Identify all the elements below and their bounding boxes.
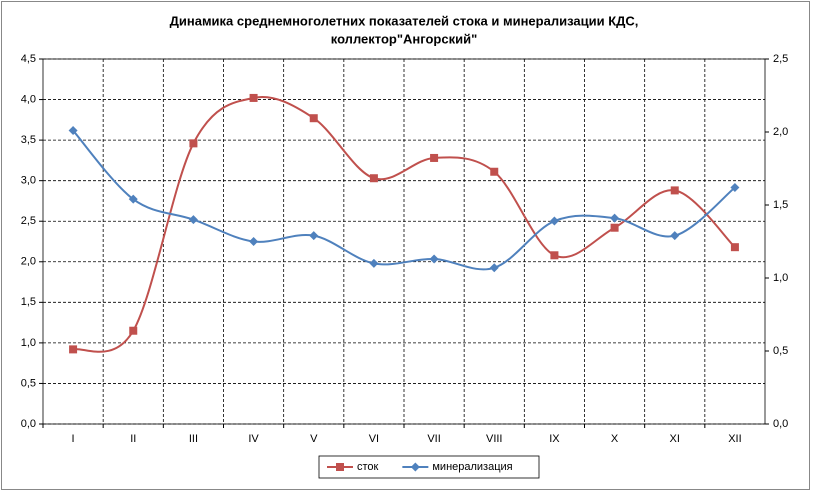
data-point [730,243,739,252]
x-tick-label: II [130,433,136,445]
legend-box [318,455,540,479]
x-tick-label: IX [549,433,560,445]
y-tick-label: 0,5 [21,377,36,389]
data-point [489,263,499,273]
y2-tick-label: 1,5 [773,199,788,211]
data-point [730,182,740,192]
data-point [369,258,379,268]
x-tick-label: VIII [486,433,503,445]
x-tick-label: I [72,433,75,445]
x-tick-label: IV [248,433,259,445]
y-tick-label: 4,5 [21,53,36,65]
data-point [188,215,198,225]
x-tick-label: X [611,433,619,445]
chart-title: Динамика среднемноголетних показателей с… [170,13,639,28]
y2-tick-label: 2,5 [773,53,788,65]
data-point [249,93,258,102]
data-point [610,223,619,232]
y-tick-label: 3,0 [21,175,36,187]
x-tick-label: VI [369,433,379,445]
y-tick-label: 0,0 [21,418,36,430]
y-tick-label: 2,5 [21,215,36,227]
legend-marker [410,462,420,472]
y-tick-label: 2,0 [21,256,36,268]
data-point [430,153,439,162]
data-point [670,186,679,195]
x-tick-label: V [310,433,318,445]
x-tick-label: VII [427,433,440,445]
data-point [68,126,78,136]
data-point [249,237,259,246]
legend-marker [336,463,344,471]
x-tick-label: III [189,433,198,445]
x-tick-label: XII [728,433,741,445]
data-point [189,139,198,148]
data-point [490,167,499,176]
y2-tick-label: 0,5 [773,345,788,357]
chart-title: коллектор"Ангорский" [331,31,478,46]
x-tick-label: XI [670,433,680,445]
y2-tick-label: 1,0 [773,272,788,284]
data-point [670,231,680,241]
data-point [369,174,378,183]
legend-label: сток [357,461,379,473]
data-point [550,251,559,260]
y-tick-label: 1,0 [21,337,36,349]
data-point [69,345,78,354]
data-point [309,231,319,241]
data-point [429,254,439,264]
data-point [549,216,559,226]
data-point [128,194,138,204]
y2-tick-label: 0,0 [773,418,788,430]
data-point [129,326,138,335]
series-line [72,129,736,271]
y2-tick-label: 2,0 [773,126,788,138]
y-tick-label: 4,0 [21,93,36,105]
legend-label: минерализация [432,461,512,473]
data-point [610,213,620,223]
y-tick-label: 1,5 [21,296,36,308]
y-tick-label: 3,5 [21,134,36,146]
data-point [309,114,318,123]
